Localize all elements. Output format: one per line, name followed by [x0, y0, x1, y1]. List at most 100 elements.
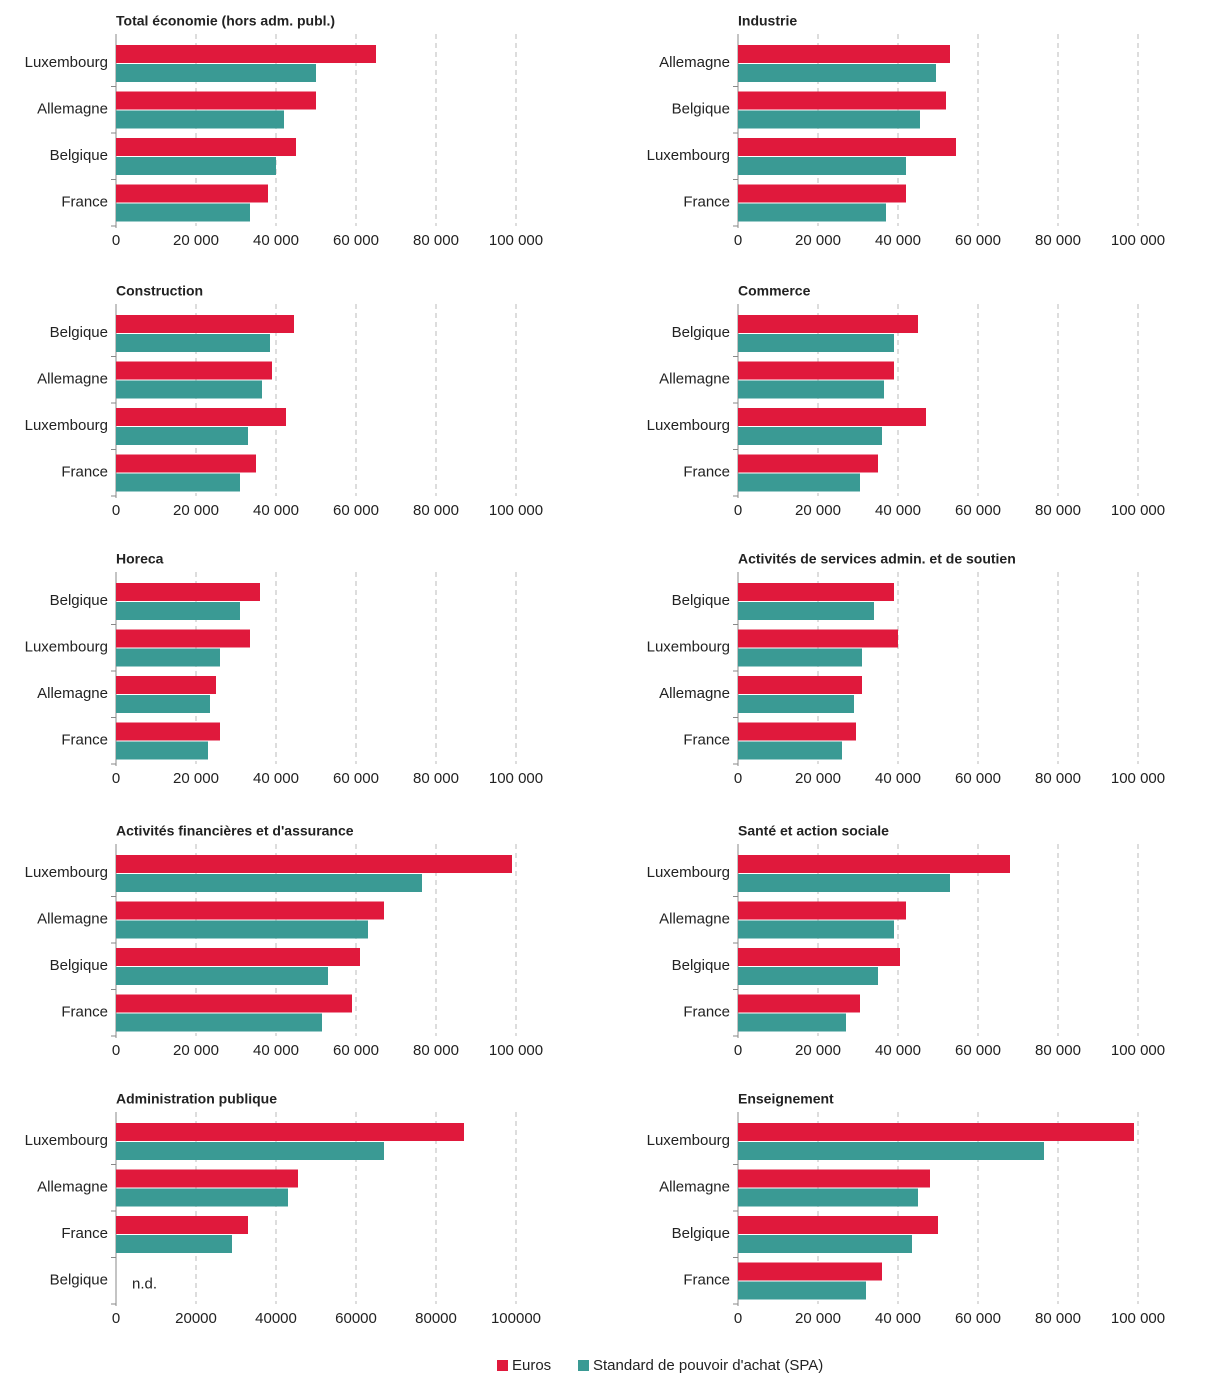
y-tick-label: Luxembourg: [647, 639, 730, 656]
bar: [738, 695, 854, 713]
x-tick-label: 100 000: [1111, 1042, 1165, 1059]
bar: [738, 1235, 912, 1253]
x-tick-label: 20 000: [173, 1042, 219, 1059]
y-tick-label: Belgique: [50, 1272, 108, 1289]
bar: [738, 64, 936, 82]
bar: [738, 315, 918, 333]
bar: [116, 629, 250, 648]
bar: [738, 1216, 938, 1234]
x-tick-label: 0: [734, 502, 742, 519]
y-tick-label: Belgique: [672, 957, 730, 974]
x-tick-label: 20 000: [795, 770, 841, 787]
y-tick-label: Allemagne: [659, 54, 730, 71]
x-tick-label: 20 000: [795, 502, 841, 519]
x-tick-label: 80 000: [1035, 1042, 1081, 1059]
bar: [116, 1169, 298, 1188]
x-tick-label: 40000: [255, 1310, 297, 1327]
bar: [116, 967, 328, 985]
x-tick-label: 0: [734, 1042, 742, 1059]
bar: [116, 361, 272, 380]
x-tick-label: 80 000: [413, 1042, 459, 1059]
x-tick-label: 100 000: [489, 502, 543, 519]
y-tick-label: Allemagne: [37, 911, 108, 928]
bar: [116, 334, 270, 352]
legend-label: Euros: [512, 1357, 551, 1374]
bar: [116, 454, 256, 473]
bar: [738, 741, 842, 760]
y-tick-label: Belgique: [50, 592, 108, 609]
bar: [738, 45, 950, 63]
bar: [116, 602, 240, 620]
y-tick-label: Luxembourg: [647, 417, 730, 434]
y-tick-label: France: [683, 194, 730, 211]
x-tick-label: 20 000: [173, 502, 219, 519]
bar: [116, 1216, 248, 1234]
y-tick-label: Belgique: [50, 147, 108, 164]
y-tick-label: Luxembourg: [25, 639, 108, 656]
bar: [738, 1123, 1134, 1141]
chart-title: Horeca: [116, 551, 164, 567]
bar: [738, 722, 856, 741]
bar: [116, 676, 216, 694]
bar: [116, 874, 422, 892]
y-tick-label: France: [61, 194, 108, 211]
bar: [738, 110, 920, 129]
bar: [738, 967, 878, 985]
x-tick-label: 100 000: [489, 232, 543, 249]
chart-title: Activités de services admin. et de souti…: [738, 551, 1016, 567]
bar: [116, 994, 352, 1013]
x-tick-label: 40 000: [253, 502, 299, 519]
bar: [738, 1281, 866, 1300]
bar: [738, 91, 946, 110]
x-tick-label: 60 000: [955, 502, 1001, 519]
bar: [738, 473, 860, 492]
bar: [738, 874, 950, 892]
chart-title: Santé et action sociale: [738, 823, 889, 839]
bar: [738, 1188, 918, 1207]
bar: [116, 695, 210, 713]
bar: [116, 648, 220, 667]
x-tick-label: 60 000: [333, 502, 379, 519]
bar: [738, 454, 878, 473]
bar: [738, 1169, 930, 1188]
bar: [738, 583, 894, 601]
bar: [738, 184, 906, 203]
bar: [738, 1262, 882, 1281]
y-tick-label: France: [683, 1004, 730, 1021]
x-tick-label: 100 000: [1111, 502, 1165, 519]
y-tick-label: Luxembourg: [25, 864, 108, 881]
bar: [116, 64, 316, 82]
x-tick-label: 100000: [491, 1310, 541, 1327]
legend-swatch: [578, 1360, 589, 1371]
x-tick-label: 60 000: [955, 232, 1001, 249]
bar: [738, 138, 956, 156]
x-tick-label: 60 000: [955, 1042, 1001, 1059]
legend-label: Standard de pouvoir d'achat (SPA): [593, 1357, 823, 1374]
bar: [738, 920, 894, 939]
chart-title: Industrie: [738, 13, 797, 29]
y-tick-label: France: [61, 1225, 108, 1242]
y-tick-label: Luxembourg: [647, 147, 730, 164]
x-tick-label: 40 000: [875, 1042, 921, 1059]
x-tick-label: 100 000: [1111, 1310, 1165, 1327]
x-tick-label: 100 000: [1111, 232, 1165, 249]
x-tick-label: 20 000: [173, 770, 219, 787]
y-tick-label: Luxembourg: [647, 1132, 730, 1149]
y-tick-label: France: [683, 464, 730, 481]
x-tick-label: 60 000: [333, 1042, 379, 1059]
bar: [116, 741, 208, 760]
x-tick-label: 100 000: [1111, 770, 1165, 787]
bar: [738, 648, 862, 667]
bar: [116, 380, 262, 399]
y-tick-label: France: [683, 732, 730, 749]
annotation: n.d.: [132, 1276, 157, 1293]
y-tick-label: Allemagne: [37, 371, 108, 388]
bar: [116, 408, 286, 426]
x-tick-label: 100 000: [489, 1042, 543, 1059]
bar: [116, 1235, 232, 1253]
x-tick-label: 100 000: [489, 770, 543, 787]
x-tick-label: 0: [112, 1310, 120, 1327]
bar: [738, 602, 874, 620]
bar: [738, 676, 862, 694]
